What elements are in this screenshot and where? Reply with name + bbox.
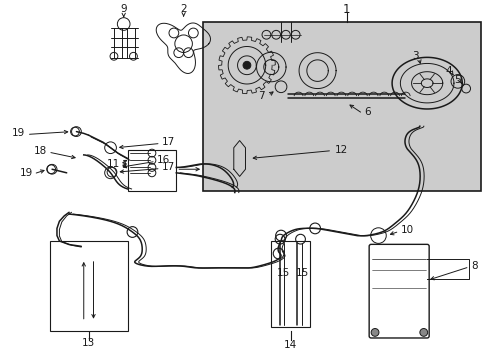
Circle shape <box>370 329 378 336</box>
Bar <box>203 22 480 191</box>
Text: 8: 8 <box>470 261 477 271</box>
FancyBboxPatch shape <box>368 244 428 338</box>
Text: 17: 17 <box>162 162 175 172</box>
Bar <box>271 241 309 327</box>
Text: 16: 16 <box>157 155 170 165</box>
Text: 17: 17 <box>162 138 175 147</box>
Text: 10: 10 <box>400 225 413 235</box>
Text: 2: 2 <box>180 4 186 14</box>
Text: 5: 5 <box>453 75 460 85</box>
Bar <box>50 241 127 330</box>
Text: 6: 6 <box>363 107 370 117</box>
Text: 9: 9 <box>120 4 127 14</box>
Text: 3: 3 <box>412 51 418 61</box>
Circle shape <box>419 329 427 336</box>
Text: 19: 19 <box>20 168 33 178</box>
Text: 11: 11 <box>107 159 120 169</box>
Text: 12: 12 <box>334 144 347 154</box>
Text: 19: 19 <box>12 129 25 138</box>
Text: 15: 15 <box>295 268 308 278</box>
Text: 4: 4 <box>444 66 451 76</box>
Bar <box>127 149 176 191</box>
Text: 1: 1 <box>343 3 350 16</box>
Text: 13: 13 <box>82 338 95 348</box>
Text: 14: 14 <box>284 340 297 350</box>
Text: 15: 15 <box>277 268 290 278</box>
Text: 7: 7 <box>258 91 264 101</box>
Text: 18: 18 <box>34 146 47 156</box>
Circle shape <box>243 61 250 69</box>
